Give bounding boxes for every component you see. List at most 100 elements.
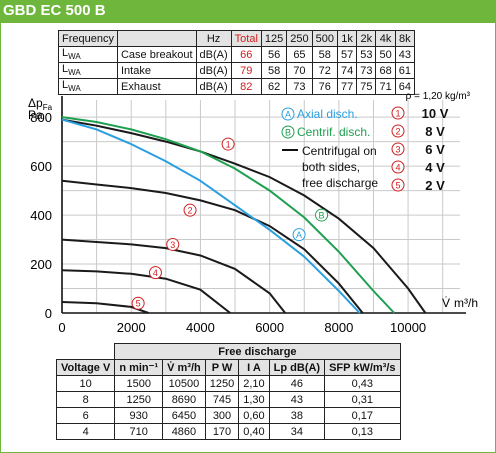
performance-cell: 1500	[114, 375, 164, 392]
performance-row: 10 1500 10500 1250 2,10 46 0,43	[55, 375, 401, 392]
performance-cell: 0,31	[324, 391, 401, 408]
curve-marker-label: B	[319, 211, 325, 221]
x-tick-label: 4000	[186, 320, 215, 335]
legend-voltage-mark: 5	[395, 181, 400, 191]
sound-table-row: LWA Exhaust dB(A) 82 62 73 76 77 75 71 64	[58, 78, 415, 95]
legend-axial-mark: A	[285, 110, 291, 120]
sound-symbol-sub: WA	[68, 52, 81, 62]
performance-cell: 43	[268, 391, 326, 408]
sound-header-cell: 125	[260, 30, 288, 47]
performance-cell: 10	[55, 375, 116, 392]
performance-cell: 1,30	[238, 391, 270, 408]
sound-total-cell: 66	[230, 46, 262, 63]
y-axis-label: ΔpFa	[28, 96, 53, 112]
sound-total-cell: 82	[230, 78, 262, 95]
sound-value-cell: 61	[394, 62, 415, 79]
sound-header-cell	[116, 30, 197, 47]
series-line-axial-5	[61, 118, 361, 314]
performance-cell: 6	[55, 407, 116, 424]
page-title: GBD EC 500 B	[3, 2, 106, 19]
legend-voltage-mark: 2	[395, 127, 400, 137]
sound-symbol: LWA	[58, 62, 118, 79]
sound-value-cell: 76	[311, 78, 338, 95]
performance-row: 6 930 6450 300 0,60 38 0,17	[55, 407, 401, 424]
legend-axial-circle	[281, 107, 295, 121]
legend-free-label: both sides,	[302, 160, 360, 174]
sound-table: Frequency Hz Total 125 250 500 1k 2k 4k 8k LWA Case…	[58, 30, 415, 95]
series-line-free-3	[61, 269, 231, 314]
curve-marker-circle	[148, 266, 162, 280]
performance-cell: 4860	[162, 423, 206, 440]
legend-voltage-mark: 3	[395, 145, 400, 155]
performance-group-title: Free discharge	[114, 343, 401, 360]
performance-cell: 46	[268, 375, 326, 392]
legend-voltage-mark: 1	[395, 109, 400, 119]
sound-value-cell: 68	[375, 62, 396, 79]
sound-unit-cell: dB(A)	[195, 62, 232, 79]
sound-table-row: LWA Case breakout dB(A) 66 56 65 58 57 53 50 43	[58, 46, 415, 63]
curve-marker-circle	[183, 203, 197, 217]
performance-group-row: Free discharge	[56, 343, 401, 360]
series-line-free-2	[61, 238, 286, 314]
performance-cell: 745	[204, 391, 240, 408]
curve-marker-label: 1	[226, 140, 231, 150]
sound-symbol-main: L	[62, 79, 69, 92]
performance-cell: 300	[204, 407, 240, 424]
sound-unit-cell: dB(A)	[195, 78, 232, 95]
curve-marker-circle	[166, 237, 180, 251]
sound-header-cell: Hz	[195, 30, 232, 47]
performance-cell: 8690	[162, 391, 206, 408]
curve-marker-label: 3	[170, 240, 175, 250]
sound-value-cell: 58	[260, 62, 288, 79]
sound-total-cell: 79	[230, 62, 262, 79]
sound-header-cell: 8k	[394, 30, 415, 47]
fan-curve-chart: 0 2000 4000 6000 8000 10000 0 200 400 600 800ΔpFaP…	[28, 91, 478, 335]
density-note: ρ = 1,20 kg/m³	[406, 91, 471, 102]
legend-voltage-label: 8 V	[425, 124, 445, 139]
legend-voltage-circle	[391, 178, 405, 192]
series-line-free-4	[61, 301, 149, 314]
sound-symbol-sub: WA	[68, 84, 81, 94]
sound-name-cell: Case breakout	[116, 46, 197, 63]
performance-cell: 38	[268, 407, 326, 424]
sound-symbol-main: L	[62, 47, 69, 60]
sound-table-row: LWA Intake dB(A) 79 58 70 72 74 73 68 61	[58, 62, 415, 79]
legend-centrif-mark: B	[285, 128, 291, 138]
sound-value-cell: 71	[375, 78, 396, 95]
sound-symbol-sub: WA	[68, 68, 81, 78]
y-tick-label: 400	[30, 208, 52, 223]
sound-value-cell: 57	[336, 46, 358, 63]
sound-header-cell: 2k	[356, 30, 377, 47]
sound-symbol: LWA	[58, 46, 118, 63]
curve-marker-circle	[315, 208, 329, 222]
performance-cell: 2,10	[238, 375, 270, 392]
performance-header-cell: Voltage V	[55, 359, 116, 376]
sound-value-cell: 50	[375, 46, 396, 63]
performance-cell: 930	[114, 407, 164, 424]
performance-blank-cell	[56, 343, 116, 360]
legend-centrif-circle	[281, 125, 295, 139]
sound-value-cell: 65	[286, 46, 313, 63]
performance-cell: 0,60	[238, 407, 270, 424]
sound-value-cell: 77	[336, 78, 358, 95]
legend-voltage-label: 4 V	[425, 160, 445, 175]
performance-cell: 0,17	[324, 407, 401, 424]
legend-voltage-circle	[391, 106, 405, 120]
x-tick-label: 0	[58, 320, 65, 335]
performance-header-cell: Lp dB(A)	[268, 359, 326, 376]
legend-voltage-circle	[391, 142, 405, 156]
performance-header-cell: I A	[238, 359, 270, 376]
sound-symbol: LWA	[58, 78, 118, 95]
legend-axial-label: Axial disch.	[297, 107, 358, 121]
sound-header-cell: Frequency	[58, 30, 118, 47]
legend-free-label: Centrifugal on	[302, 144, 377, 158]
x-tick-label: 2000	[117, 320, 146, 335]
performance-cell: 710	[114, 423, 164, 440]
curve-marker-label: 5	[136, 299, 141, 309]
sound-header-cell: 500	[311, 30, 338, 47]
sound-table-header: Frequency Hz Total 125 250 500 1k 2k 4k 8k	[58, 30, 415, 47]
performance-cell: 34	[268, 423, 326, 440]
performance-cell: 0,40	[238, 423, 270, 440]
y-tick-label: 800	[30, 110, 52, 125]
